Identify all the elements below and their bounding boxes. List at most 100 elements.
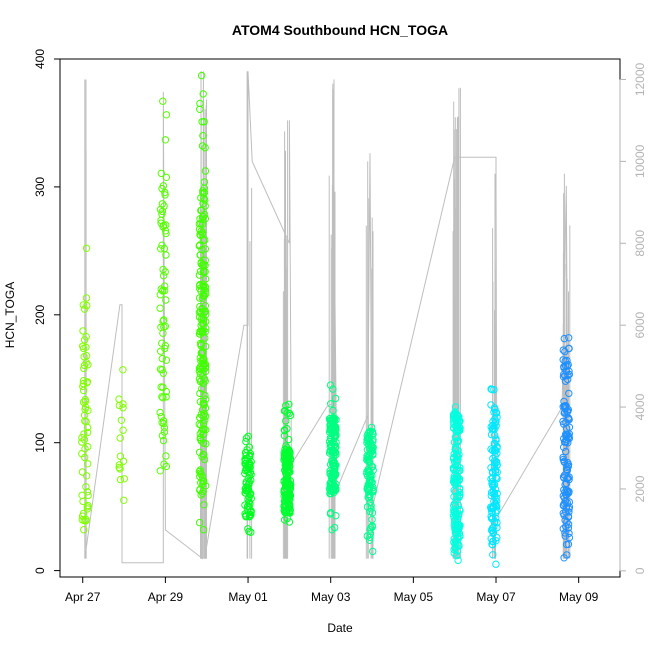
y-axis: 0 100 200 300 400 [33,49,60,574]
data-point [564,462,572,471]
data-point [450,500,459,508]
data-point [83,301,91,310]
data-point [200,451,208,459]
data-point [160,460,168,468]
data-point [197,421,205,429]
data-point [161,191,169,199]
data-point [79,342,87,350]
data-point [198,385,206,393]
data-point [456,484,464,493]
data-point [79,386,88,395]
data-point [201,245,210,253]
data-point [161,268,169,276]
data-point [83,505,92,513]
data-point [159,394,167,402]
data-point [160,424,169,432]
data-point [562,432,570,441]
data-point [158,393,166,401]
data-point [241,460,249,468]
data-point [563,466,571,475]
data-point [79,301,88,309]
data-point [453,414,461,422]
data-point [200,355,208,364]
data-point [455,529,463,537]
right-y-tick-label: 0 [633,567,647,574]
data-point [160,428,169,436]
data-point [562,504,571,512]
data-point [245,513,254,521]
data-point [455,510,463,518]
data-point [199,319,208,328]
data-point [489,551,497,559]
data-point [159,436,168,445]
data-point [78,434,86,442]
data-point [455,521,463,529]
right-y-tick-label: 2000 [633,475,647,502]
data-point [201,416,209,424]
data-point [158,207,167,216]
data-point [80,361,89,370]
data-point [331,394,340,403]
data-point [202,310,210,319]
data-point [493,443,501,451]
data-point [247,494,256,503]
data-point [159,97,167,105]
data-point [198,453,206,461]
data-point [449,455,458,463]
data-point [159,417,168,425]
data-point [560,434,568,443]
data-point [560,334,568,343]
data-point [83,488,92,496]
data-point [197,258,205,267]
data-point [367,479,376,487]
data-point [490,518,498,526]
data-point [82,515,90,524]
data-point [332,423,340,431]
data-point [487,445,495,453]
altitude-line [84,71,569,564]
data-point [115,463,123,472]
data-point [119,404,127,412]
data-point [201,236,209,244]
data-point [329,406,337,415]
x-tick-label: Apr 27 [65,590,101,604]
data-point [332,512,340,520]
data-point [456,426,464,434]
data-point [283,424,291,433]
data-point [157,245,165,253]
x-tick-label: May 05 [394,590,434,604]
data-point [80,526,88,534]
data-point [241,512,250,520]
data-point [115,461,124,469]
data-point [242,452,250,460]
data-point [285,460,294,468]
data-point [201,391,209,400]
data-point [565,533,574,542]
data-point [199,90,207,98]
data-point [454,556,462,565]
data-point [491,468,500,476]
data-point [286,495,294,503]
data-point [282,477,290,485]
data-point [560,402,569,410]
data-point [162,462,171,471]
data-point [564,371,572,380]
data-point [246,468,255,476]
data-point [199,354,207,363]
data-point [488,541,497,549]
right-y-tick-label: 8000 [633,230,647,257]
right-y-axis: 0 2000 4000 6000 8000 10000 12000 [619,62,647,574]
data-point [245,493,253,501]
data-point [119,366,127,374]
data-point [451,403,460,411]
data-point [201,363,210,371]
data-point [326,460,335,469]
data-point [79,327,87,335]
data-point [161,136,170,144]
data-point [197,194,205,202]
data-point [281,407,289,415]
data-point [285,409,294,417]
data-point [202,395,210,403]
data-point [158,339,166,347]
data-point [162,229,170,238]
